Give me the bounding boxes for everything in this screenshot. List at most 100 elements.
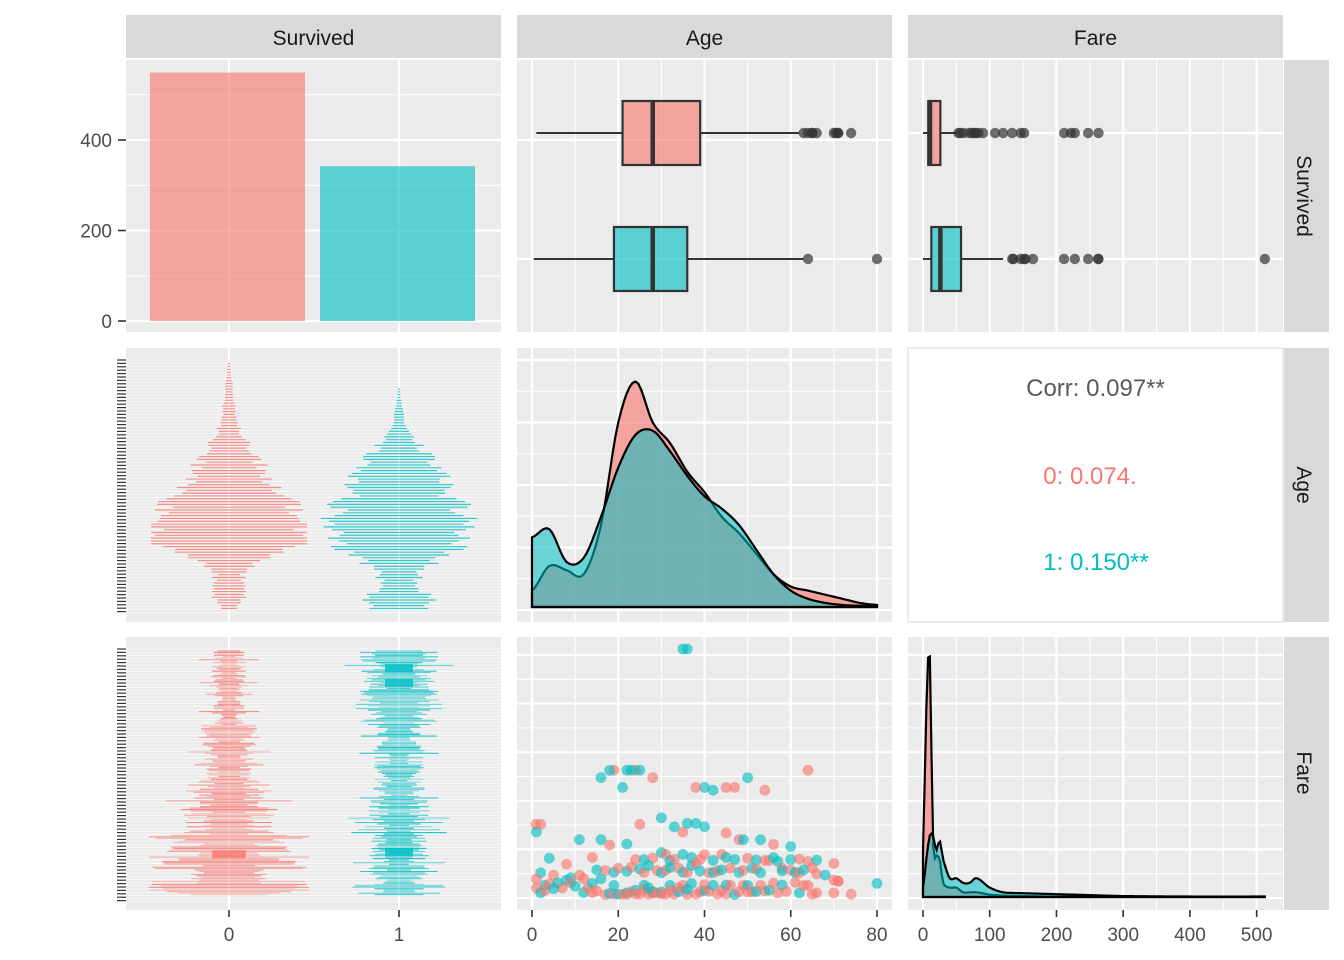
y-tick-label-count: 200 bbox=[80, 222, 112, 243]
scatter-point-1 bbox=[776, 865, 788, 877]
scatter-point-1 bbox=[595, 873, 607, 885]
scatter-point-1 bbox=[871, 878, 883, 889]
x-tick-label-age: 60 bbox=[780, 925, 801, 946]
scatter-point-0 bbox=[729, 782, 741, 793]
fare-box-1-outlier bbox=[1058, 253, 1070, 265]
scatter-point-0 bbox=[720, 827, 732, 839]
scatter-point-0 bbox=[789, 876, 801, 888]
fare-box-0-outlier bbox=[997, 127, 1009, 139]
x-tick-label-age: 40 bbox=[694, 925, 715, 946]
scatter-point-0 bbox=[802, 879, 814, 891]
scatter-point-0 bbox=[574, 869, 585, 881]
scatter-point-0 bbox=[832, 875, 844, 887]
scatter-point-1 bbox=[750, 854, 762, 866]
bar-survived-1 bbox=[320, 166, 475, 321]
x-tick-label-survived: 0 bbox=[224, 925, 235, 946]
panels: Corr: 0.097** 0: 0.074. 1: 0.150** bbox=[126, 60, 1284, 910]
scatter-point-0 bbox=[759, 784, 771, 796]
panel-fare-density bbox=[908, 637, 1283, 910]
scatter-point-0 bbox=[530, 873, 542, 885]
scatter-point-0 bbox=[737, 864, 749, 876]
scatter-point-0 bbox=[668, 853, 680, 865]
scatter-point-1 bbox=[668, 821, 680, 833]
dense-tick-column bbox=[117, 648, 126, 902]
scatter-point-1 bbox=[755, 834, 766, 846]
corr-overall: Corr: 0.097** bbox=[1026, 375, 1165, 402]
scatter-point-0 bbox=[561, 858, 572, 870]
scatter-point-0 bbox=[673, 882, 685, 894]
row-strip-fare: Fare bbox=[1284, 637, 1329, 910]
scatter-point-0 bbox=[724, 880, 736, 891]
row-strip-label-age: Age bbox=[1292, 466, 1315, 503]
scatter-point-1 bbox=[819, 869, 831, 881]
scatter-point-0 bbox=[677, 826, 689, 838]
scatter-point-0 bbox=[647, 772, 659, 784]
scatter-point-1 bbox=[634, 764, 646, 776]
age-box-0-outlier bbox=[832, 127, 844, 139]
scatter-point-1 bbox=[798, 864, 810, 876]
age-box-1-outlier bbox=[871, 253, 883, 265]
scatter-point-0 bbox=[742, 852, 754, 864]
scatter-point-1 bbox=[681, 817, 693, 829]
scatter-point-0 bbox=[612, 862, 624, 874]
row-strip-label-survived: Survived bbox=[1292, 155, 1315, 237]
panel-correlation bbox=[907, 347, 1284, 623]
dense-tick-column bbox=[117, 359, 126, 613]
scatter-point-0 bbox=[604, 839, 616, 851]
y-tick-label-count: 400 bbox=[80, 131, 112, 152]
scatter-point-0 bbox=[781, 886, 792, 897]
scatter-point-1 bbox=[699, 821, 710, 833]
scatter-point-0 bbox=[586, 852, 598, 863]
x-tick-label-survived: 1 bbox=[394, 925, 405, 946]
strip-label-fare: Fare bbox=[1074, 27, 1117, 50]
scatter-point-0 bbox=[690, 782, 702, 793]
x-tick-label-fare: 200 bbox=[1041, 925, 1073, 946]
scatter-point-0 bbox=[539, 884, 551, 896]
x-tick-label-age: 80 bbox=[866, 925, 887, 946]
scatter-point-1 bbox=[681, 883, 693, 895]
scatter-point-0 bbox=[811, 887, 823, 899]
fare-box-1-outlier bbox=[1093, 253, 1104, 265]
age-density-1 bbox=[530, 428, 879, 609]
scatter-point-1 bbox=[664, 862, 676, 873]
scatter-point-1 bbox=[681, 643, 693, 655]
strip-label-survived: Survived bbox=[273, 27, 355, 50]
scatter-point-1 bbox=[617, 782, 628, 793]
fare-box-1-outlier bbox=[1259, 253, 1271, 265]
y-tick-label-count: 0 bbox=[101, 312, 112, 333]
strip-label-age: Age bbox=[686, 27, 723, 50]
scatter-point-0 bbox=[811, 868, 823, 880]
x-tick-label-age: 20 bbox=[608, 925, 629, 946]
scatter-point-1 bbox=[621, 838, 633, 850]
row-strip-label-fare: Fare bbox=[1292, 751, 1315, 794]
scatter-point-1 bbox=[595, 772, 607, 784]
scatter-point-1 bbox=[643, 860, 654, 872]
scatter-point-1 bbox=[643, 882, 654, 894]
scatter-point-0 bbox=[768, 839, 779, 850]
fare-facet-band-1 bbox=[385, 678, 413, 687]
fare-box-0-outlier bbox=[1093, 127, 1104, 139]
x-tick-label-age: 0 bbox=[527, 925, 538, 946]
column-strip-fare: Fare bbox=[908, 15, 1283, 58]
scatter-point-1 bbox=[595, 834, 607, 846]
scatter-point-0 bbox=[828, 887, 840, 899]
column-strip-survived: Survived bbox=[126, 15, 501, 58]
scatter-point-0 bbox=[535, 818, 547, 830]
scatter-point-0 bbox=[724, 862, 736, 874]
scatter-point-1 bbox=[604, 765, 616, 776]
scatter-point-0 bbox=[768, 877, 779, 889]
scatter-point-1 bbox=[729, 854, 741, 865]
scatter-point-0 bbox=[699, 849, 710, 861]
scatter-point-1 bbox=[742, 772, 754, 784]
scatter-point-1 bbox=[785, 841, 797, 852]
age-box-1-outlier bbox=[802, 253, 814, 265]
fare-box-0-outlier bbox=[989, 127, 1001, 139]
fare-box-1-outlier bbox=[1008, 253, 1019, 265]
x-tick-label-fare: 0 bbox=[918, 925, 929, 946]
scatter-point-1 bbox=[716, 864, 728, 876]
fare-box-0-outlier bbox=[1018, 127, 1030, 139]
x-tick-label-fare: 300 bbox=[1107, 925, 1139, 946]
x-tick-label-fare: 500 bbox=[1241, 925, 1273, 946]
